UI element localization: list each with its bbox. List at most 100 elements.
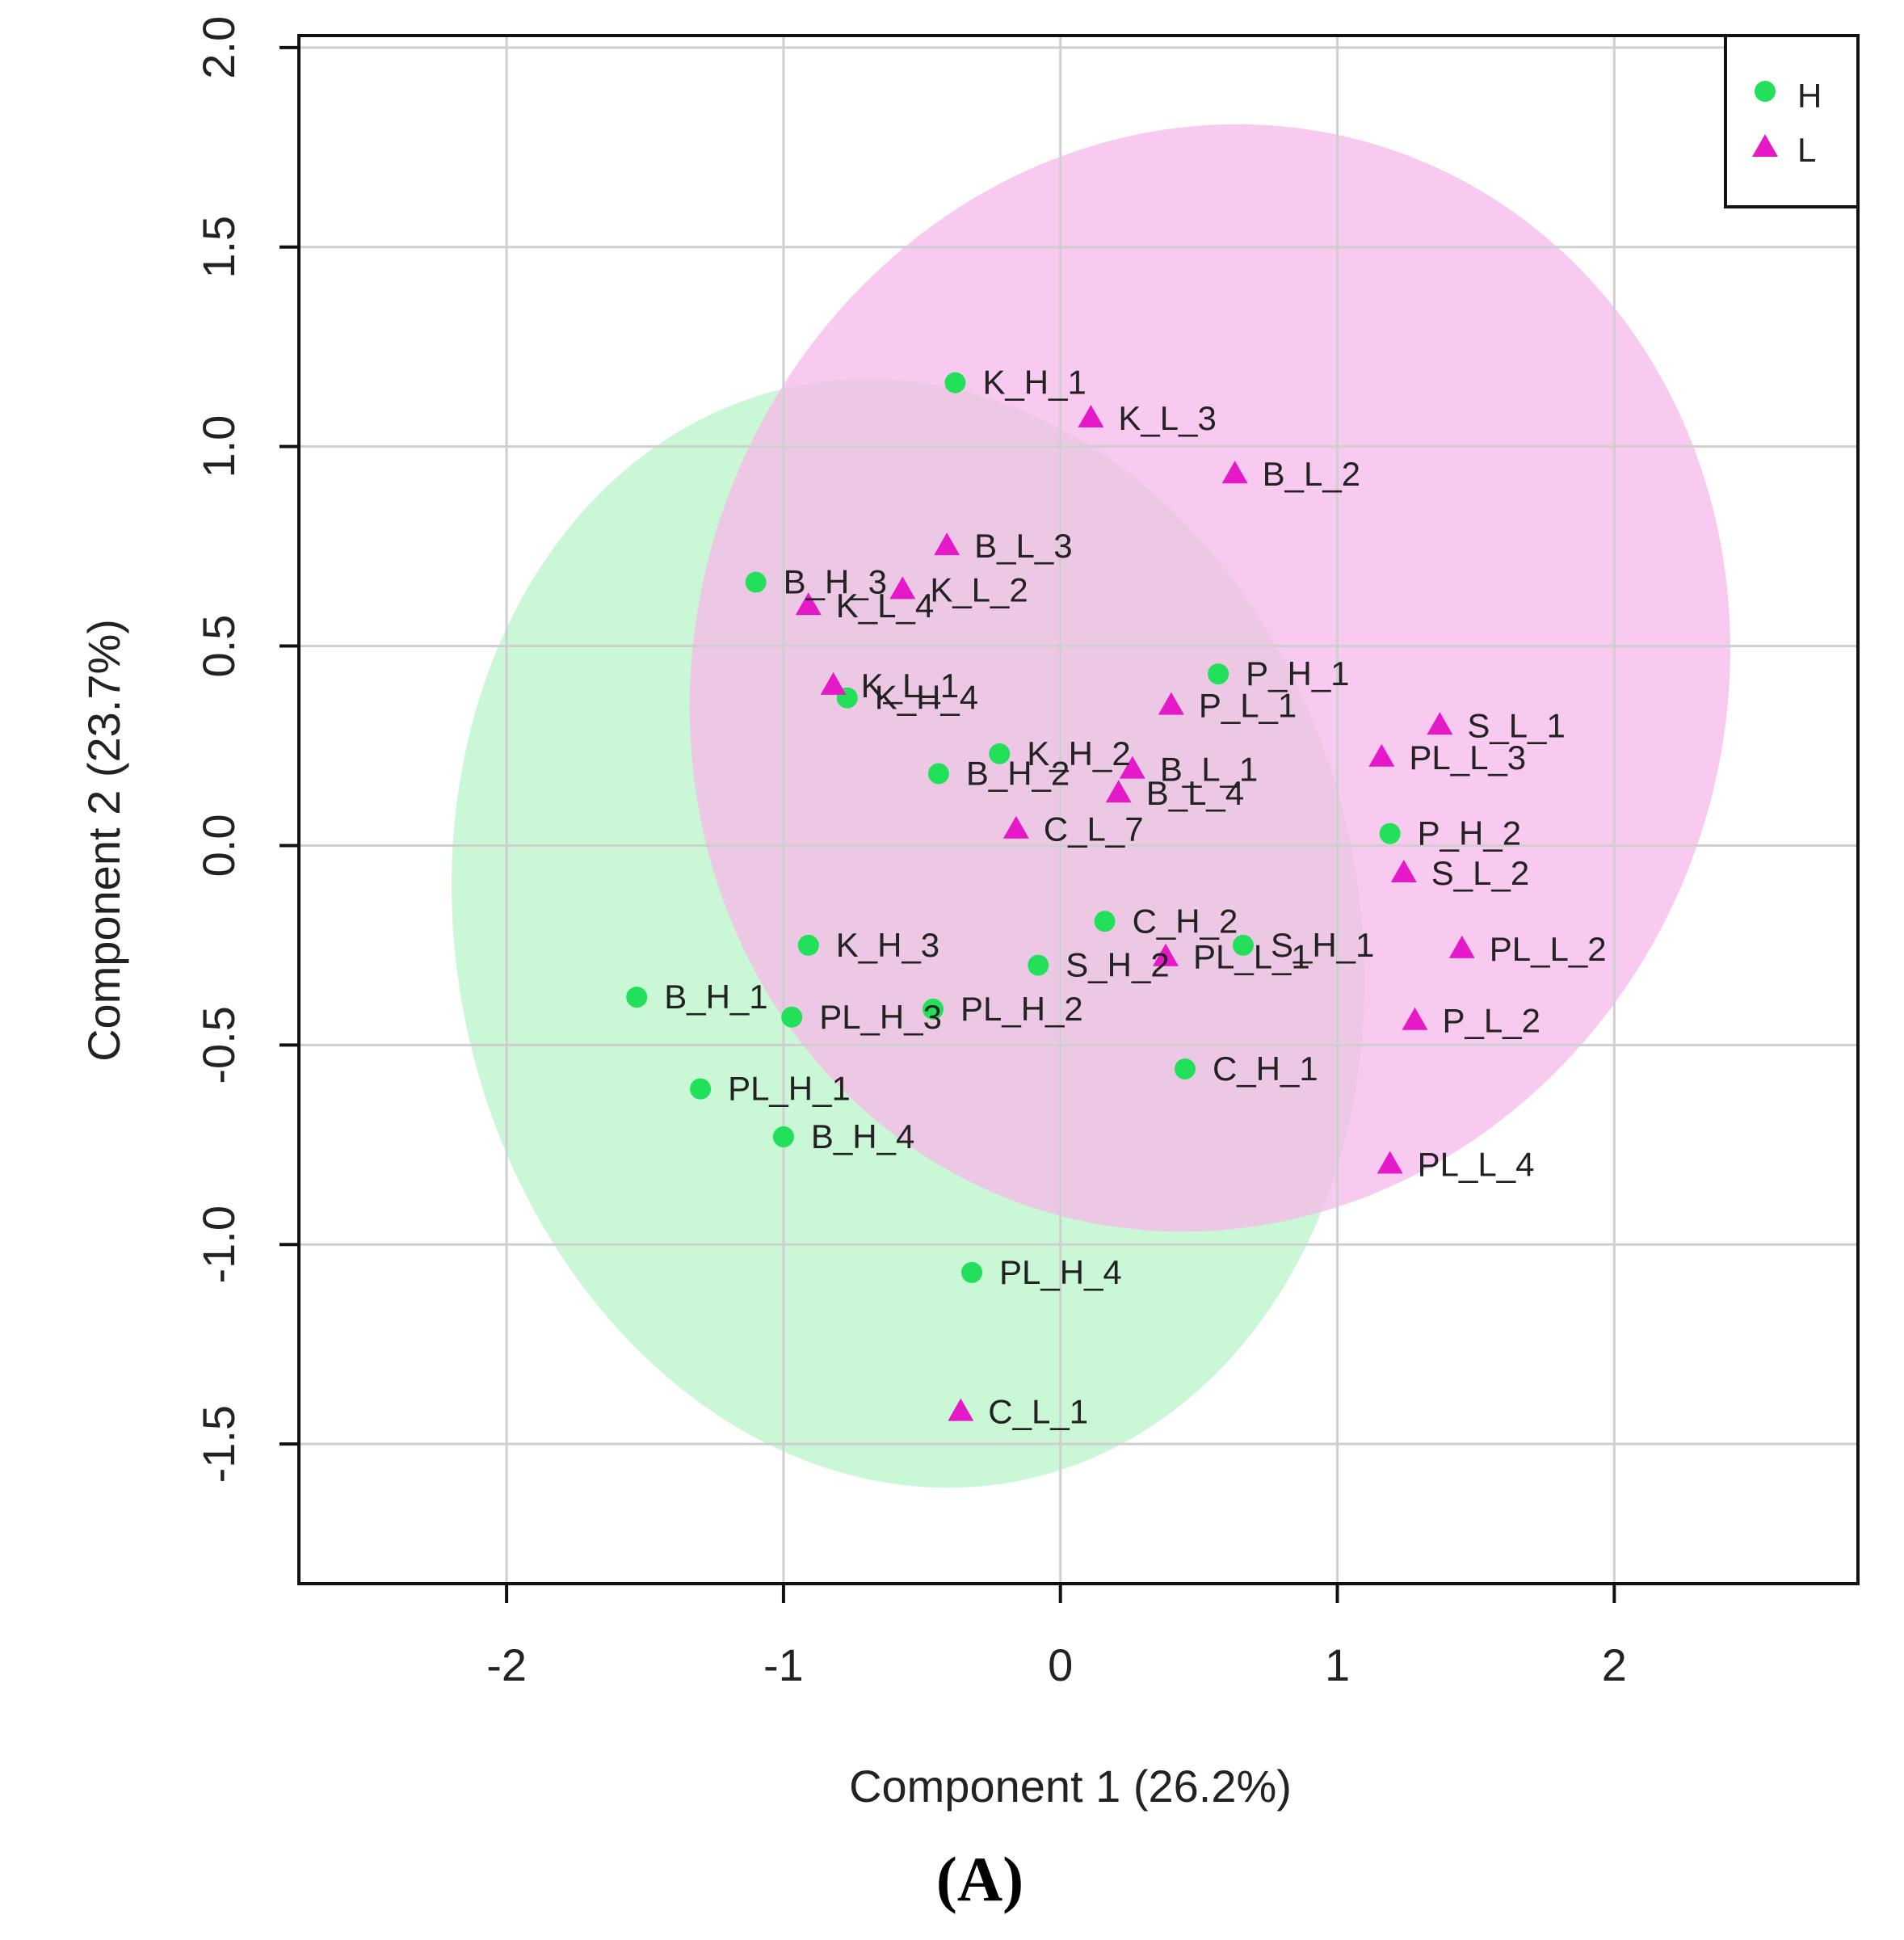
legend-label-l: L [1797, 131, 1816, 169]
point-p-h-2 [1379, 823, 1401, 844]
y-tick-label: -1.0 [193, 1206, 244, 1284]
point-c-l-7 [1002, 815, 1029, 839]
plot-frame [297, 34, 1860, 1585]
point-label: P_L_1 [1199, 687, 1297, 725]
point-b-l-2 [1221, 461, 1248, 484]
point-label: PL_H_3 [819, 998, 942, 1036]
y-tick-label: 2.0 [193, 16, 244, 79]
legend-box [1724, 34, 1860, 208]
y-tick-label: 0.5 [193, 615, 244, 678]
x-tick-label: -2 [486, 1639, 527, 1690]
point-label: PL_H_2 [960, 990, 1083, 1028]
point-s-h-1 [1232, 934, 1254, 956]
legend-circle-icon [1755, 81, 1776, 102]
point-b-h-1 [626, 987, 648, 1008]
x-axis: -2 -1 0 1 2 [486, 1584, 1627, 1690]
x-tick-label: 0 [1048, 1639, 1073, 1690]
point-label: S_H_2 [1065, 946, 1169, 984]
point-label: PL_H_4 [999, 1253, 1122, 1291]
point-label: K_H_4 [875, 679, 978, 717]
point-label: K_H_3 [836, 926, 939, 964]
point-pl-h-1 [690, 1078, 712, 1100]
point-label: B_L_4 [1146, 774, 1244, 812]
point-b-l-3 [934, 532, 960, 556]
point-b-l-4 [1105, 780, 1132, 803]
point-b-h-2 [927, 763, 949, 785]
point-k-h-2 [989, 743, 1011, 764]
legend: H L [1724, 34, 1860, 208]
point-label: K_L_3 [1118, 399, 1216, 437]
grid-lines [299, 36, 1858, 1584]
point-s-l-1 [1427, 712, 1453, 735]
point-label: S_H_1 [1271, 926, 1374, 964]
point-label: P_H_2 [1418, 814, 1521, 852]
point-p-h-1 [1208, 663, 1229, 685]
y-axis-label: Component 2 (23.7%) [78, 619, 129, 1062]
point-label: PL_L_1 [1193, 938, 1310, 976]
point-b-l-1 [1119, 755, 1145, 779]
point-label: K_H_1 [982, 364, 1086, 402]
point-label: C_H_1 [1213, 1050, 1318, 1088]
point-pl-h-4 [961, 1261, 983, 1283]
point-k-l-3 [1078, 405, 1104, 428]
point-label: S_L_1 [1467, 706, 1565, 744]
point-label: B_L_2 [1263, 455, 1360, 493]
point-label: PL_H_1 [728, 1070, 851, 1108]
point-pl-h-3 [781, 1006, 803, 1028]
panel-label: (A) [936, 1844, 1023, 1914]
point-k-l-4 [795, 592, 822, 616]
point-label: K_L_2 [930, 570, 1028, 608]
point-label: S_L_2 [1431, 854, 1529, 892]
legend-label-h: H [1797, 77, 1822, 115]
x-tick-label: -1 [763, 1639, 804, 1690]
point-labels: K_H_1 B_H_3 K_H_4 P_H_1 K_H_2B_H_2 P_H_2 C_H_2… [664, 364, 1606, 1431]
point-label: B_H_3 [784, 563, 887, 601]
legend-triangle-icon [1752, 134, 1778, 157]
point-label: B_H_2 [966, 755, 1070, 793]
point-k-l-2 [889, 576, 916, 600]
point-c-l-1 [948, 1398, 974, 1421]
point-b-h-3 [745, 571, 767, 593]
data-points [626, 372, 1475, 1421]
y-axis: -1.5 -1.0 -0.5 0.0 0.5 1.0 1.5 2.0 [193, 16, 299, 1483]
y-tick-label: 1.0 [193, 415, 244, 478]
point-s-h-2 [1028, 954, 1049, 976]
point-label: B_H_1 [664, 978, 767, 1016]
point-p-l-2 [1402, 1007, 1428, 1030]
point-pl-l-2 [1448, 935, 1475, 958]
x-axis-label: Component 1 (26.2%) [849, 1761, 1292, 1812]
point-b-h-4 [772, 1126, 794, 1147]
point-pl-h-2 [923, 998, 944, 1020]
point-label: B_H_4 [811, 1117, 914, 1155]
x-tick-label: 1 [1325, 1639, 1350, 1690]
point-k-h-1 [944, 372, 966, 393]
point-k-l-1 [820, 671, 847, 695]
point-label: B_L_3 [974, 527, 1072, 565]
point-label: P_L_2 [1443, 1002, 1540, 1040]
point-pl-l-3 [1368, 743, 1395, 767]
point-label: C_L_7 [1044, 810, 1144, 848]
point-c-h-2 [1094, 911, 1116, 932]
point-label: K_L_4 [836, 587, 934, 625]
point-p-l-1 [1158, 692, 1184, 715]
y-tick-label: 1.5 [193, 216, 244, 279]
point-label: K_L_1 [861, 667, 959, 705]
point-label: P_H_1 [1246, 654, 1349, 692]
point-label: B_L_1 [1160, 751, 1258, 789]
point-s-l-2 [1390, 860, 1417, 883]
y-tick-label: -1.5 [193, 1405, 244, 1483]
point-pl-l-4 [1377, 1151, 1403, 1174]
point-label: K_H_2 [1027, 734, 1130, 772]
y-tick-label: -0.5 [193, 1006, 244, 1084]
point-label: C_L_1 [988, 1393, 1088, 1431]
point-k-h-3 [797, 934, 819, 956]
point-label: PL_L_4 [1418, 1145, 1535, 1183]
point-c-h-1 [1174, 1058, 1196, 1079]
point-label: C_H_2 [1133, 902, 1238, 940]
point-label: PL_L_3 [1409, 739, 1526, 776]
y-tick-label: 0.0 [193, 814, 244, 877]
point-label: PL_L_2 [1490, 930, 1607, 968]
x-tick-label: 2 [1602, 1639, 1627, 1690]
point-pl-l-1 [1152, 943, 1179, 966]
